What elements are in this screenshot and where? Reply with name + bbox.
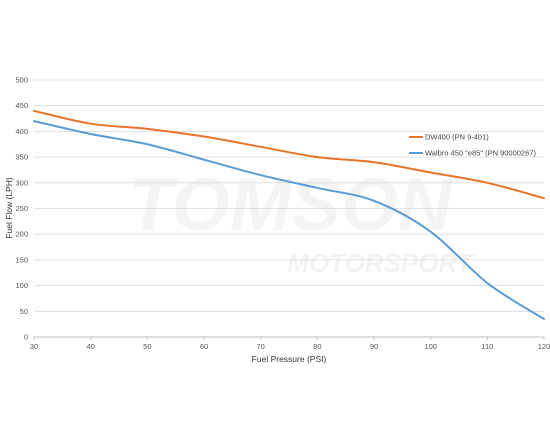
x-axis-title: Fuel Pressure (PSI) bbox=[252, 354, 327, 364]
legend-label-1: DW400 (PN 9-401) bbox=[425, 133, 489, 142]
y-tick-label: 350 bbox=[15, 153, 28, 162]
watermark-sub-text: MOTORSPORT bbox=[287, 248, 475, 278]
x-tick-labels: 30 40 50 60 70 80 90 100 110 120 bbox=[30, 342, 550, 351]
y-axis-title: Fuel Flow (LPH) bbox=[4, 177, 14, 239]
y-tick-label: 100 bbox=[15, 281, 28, 290]
watermark: TOMSON MOTORSPORT bbox=[128, 163, 475, 278]
y-tick-label: 300 bbox=[15, 178, 28, 187]
x-tick-label: 30 bbox=[30, 342, 38, 351]
y-tick-label: 250 bbox=[15, 204, 28, 213]
x-tick-label: 100 bbox=[424, 342, 437, 351]
axes bbox=[33, 336, 545, 340]
y-tick-labels: 0 50 100 150 200 250 300 350 400 450 500 bbox=[15, 76, 28, 342]
x-tick-label: 90 bbox=[370, 342, 378, 351]
series-line-2 bbox=[33, 120, 545, 321]
x-tick-label: 40 bbox=[86, 342, 94, 351]
y-tick-label: 0 bbox=[24, 333, 28, 342]
y-tick-label: 450 bbox=[15, 101, 28, 110]
x-tick-label: 120 bbox=[538, 342, 550, 351]
x-tick-label: 60 bbox=[200, 342, 208, 351]
y-tick-label: 500 bbox=[15, 76, 28, 85]
series-line-1 bbox=[33, 109, 545, 200]
y-tick-label: 400 bbox=[15, 127, 28, 136]
gridlines bbox=[34, 79, 544, 312]
x-tick-label: 50 bbox=[143, 342, 151, 351]
y-tick-label: 150 bbox=[15, 255, 28, 264]
legend: DW400 (PN 9-401) Walbro 450 "e85" (PN 900… bbox=[409, 133, 536, 158]
y-tick-label: 50 bbox=[20, 307, 28, 316]
x-tick-label: 80 bbox=[313, 342, 321, 351]
legend-label-2: Walbro 450 "e85" (PN 90000267) bbox=[425, 149, 536, 158]
x-tick-label: 70 bbox=[256, 342, 264, 351]
series-lines bbox=[33, 109, 545, 321]
watermark-main-text: TOMSON bbox=[128, 163, 453, 246]
x-tick-label: 110 bbox=[481, 342, 493, 351]
y-tick-label: 200 bbox=[15, 230, 28, 239]
